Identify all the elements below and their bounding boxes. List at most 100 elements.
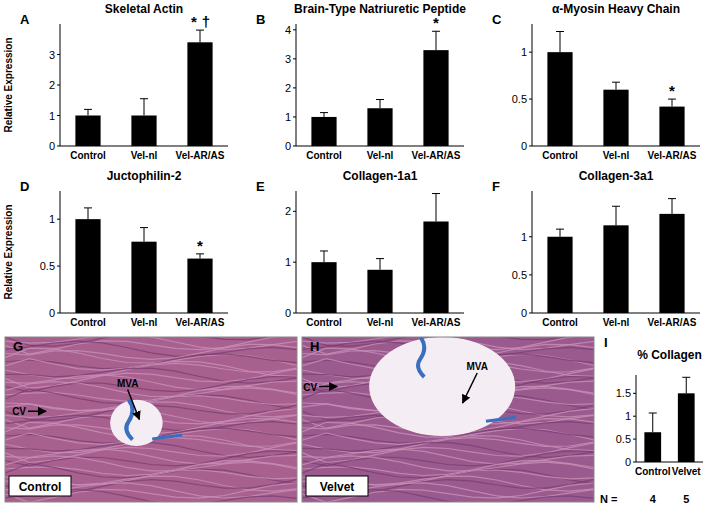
arrow	[463, 373, 478, 403]
error-bar	[556, 229, 564, 237]
fiber	[5, 456, 297, 471]
marks	[311, 31, 448, 146]
bar	[644, 432, 661, 462]
error-stem	[436, 31, 437, 50]
error-cap	[649, 413, 657, 414]
image-label: MVA	[117, 378, 138, 389]
error-cap	[432, 193, 440, 194]
y-axis	[60, 191, 61, 313]
y-tick	[633, 416, 636, 417]
error-bar	[556, 32, 564, 53]
error-cap	[556, 229, 564, 230]
error-bar	[668, 199, 676, 214]
marks	[75, 30, 212, 146]
y-tick	[633, 462, 636, 463]
y-tick	[529, 146, 532, 147]
error-stem	[144, 99, 145, 116]
x-tick-label: Vel-nl	[367, 317, 394, 328]
chart-title: Collagen-3a1	[579, 169, 654, 183]
y-axis	[296, 24, 297, 146]
marks	[547, 32, 684, 146]
bar	[547, 237, 572, 313]
y-axis-label: Relative Expression	[3, 204, 14, 299]
y-tick-label: 0	[49, 307, 55, 319]
y-tick	[57, 85, 60, 86]
bar	[187, 259, 212, 313]
y-tick	[57, 146, 60, 147]
x-tick-label: Vel-nl	[131, 317, 158, 328]
fiber	[5, 354, 297, 369]
y-tick-label: 0	[521, 307, 527, 319]
bar	[367, 270, 392, 313]
error-bar	[376, 259, 384, 270]
error-bar	[432, 194, 440, 222]
y-tick-label: 0.5	[512, 269, 527, 281]
significance-mark: *	[433, 14, 439, 31]
bar	[367, 108, 392, 146]
error-cap	[612, 206, 620, 207]
x-tick-label: Control	[306, 317, 342, 328]
error-bar	[649, 413, 657, 432]
error-cap	[84, 109, 92, 110]
bar	[75, 116, 100, 147]
y-tick-label: 1	[285, 111, 291, 123]
x-tick-label: Vel-nl	[367, 150, 394, 161]
panel-label: D	[20, 179, 29, 194]
error-bar	[612, 82, 620, 90]
arrow	[319, 386, 337, 388]
error-stem	[686, 377, 687, 393]
error-bar	[682, 377, 690, 393]
image-label: CV	[303, 382, 317, 393]
x-tick-label: Vel-nl	[603, 150, 630, 161]
significance-mark: *	[191, 13, 197, 30]
error-cap	[376, 258, 384, 259]
x-tick-label: Velvet	[672, 466, 702, 477]
arrow	[28, 411, 46, 413]
y-tick	[529, 52, 532, 53]
fiber	[5, 451, 297, 466]
bar	[603, 90, 628, 146]
significance-mark: †	[202, 13, 210, 30]
y-tick-label: 2	[49, 79, 55, 91]
error-cap	[140, 227, 148, 228]
y-tick-label: 0.5	[616, 433, 631, 445]
error-bar	[320, 251, 328, 262]
y-tick	[529, 313, 532, 314]
sample-size: 5	[683, 493, 689, 505]
fiber	[302, 479, 594, 494]
y-tick-label: 1	[521, 46, 527, 58]
chart-panel: Cα-Myosin Heavy Chain00.51ControlVel-nlV…	[492, 2, 700, 161]
y-tick	[529, 99, 532, 100]
y-tick	[57, 313, 60, 314]
y-tick-label: 1.5	[616, 387, 631, 399]
fiber	[302, 451, 594, 466]
histology-image: CVMVAControlG	[5, 331, 297, 505]
bar	[659, 107, 684, 146]
image-caption: Control	[19, 480, 62, 494]
y-tick-label: 0	[285, 140, 291, 152]
chart-panel: DJuctophilin-2Relative Expression00.51Co…	[3, 169, 228, 328]
y-tick-label: 0	[521, 140, 527, 152]
y-tick	[57, 219, 60, 220]
error-stem	[380, 259, 381, 270]
y-tick-label: 1	[625, 410, 631, 422]
y-axis	[636, 375, 637, 462]
tissue	[302, 337, 594, 502]
bar	[187, 42, 212, 146]
y-tick	[293, 313, 296, 314]
marks	[644, 377, 694, 462]
x-tick-label: Vel-AR/AS	[176, 317, 225, 328]
fiber	[5, 386, 297, 401]
y-tick-label: 3	[285, 53, 291, 65]
y-tick	[529, 236, 532, 237]
chart-panel: BBrain-Type Natriuretic Peptide01234Cont…	[256, 2, 466, 161]
panel-label: C	[492, 12, 502, 27]
x-tick-label: Vel-AR/AS	[648, 150, 697, 161]
x-tick-label: Vel-AR/AS	[176, 150, 225, 161]
y-tick	[633, 393, 636, 394]
chart-title: % Collagen	[637, 348, 702, 362]
error-stem	[616, 206, 617, 225]
caption-box	[306, 476, 368, 496]
error-stem	[144, 228, 145, 242]
y-tick	[293, 262, 296, 263]
